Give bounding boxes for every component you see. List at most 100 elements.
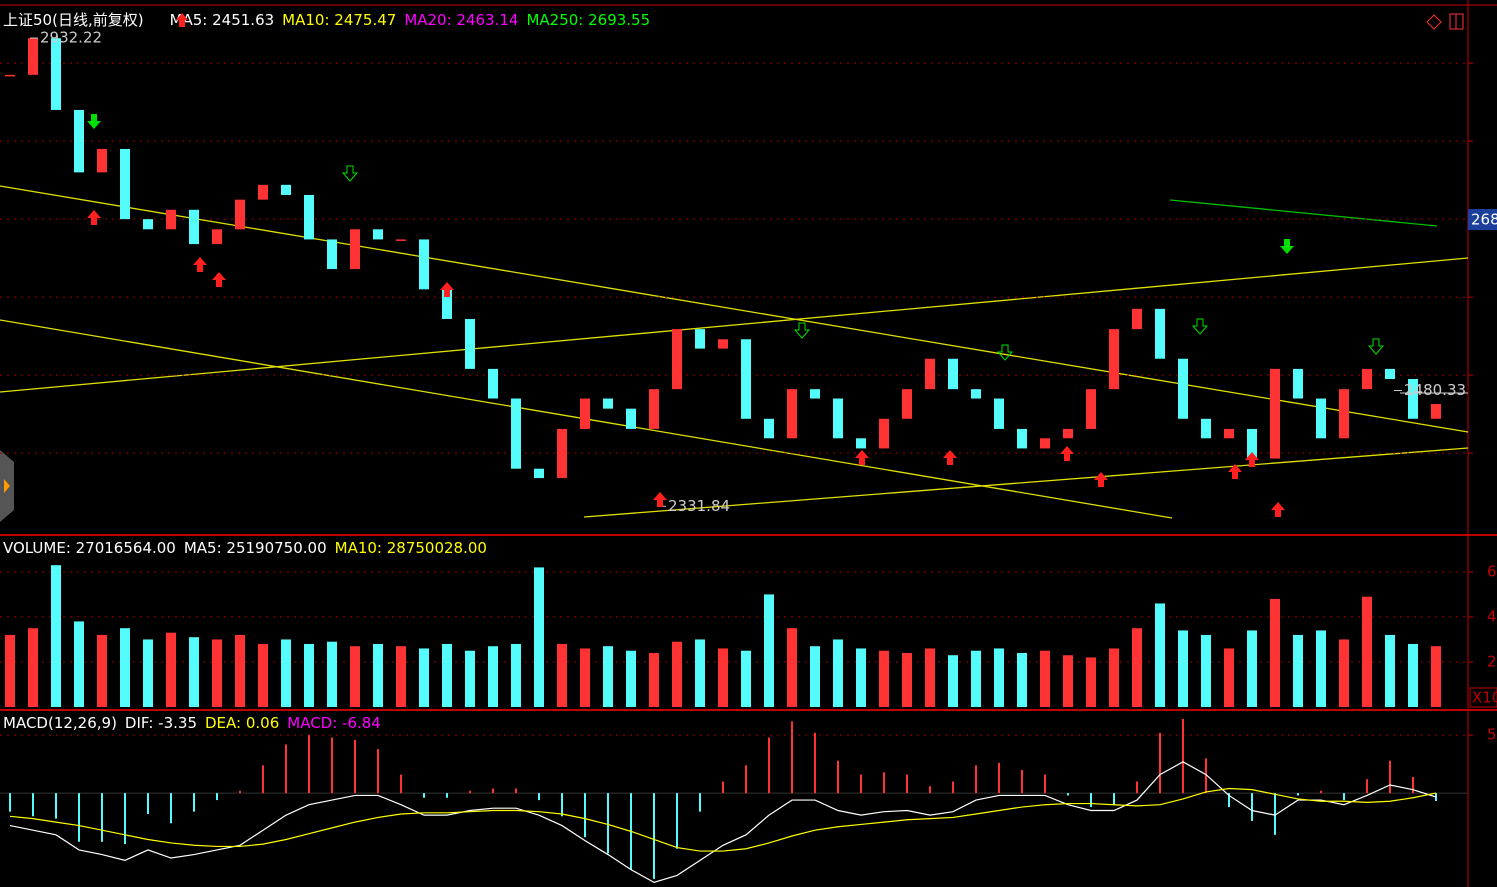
candle bbox=[350, 229, 360, 270]
sell-arrow-outline bbox=[996, 344, 1014, 361]
indicator-label: MA10: 28750028.00 bbox=[335, 539, 487, 557]
candle bbox=[534, 468, 544, 479]
candle bbox=[856, 438, 866, 449]
buy-arrow bbox=[1228, 464, 1242, 479]
candle bbox=[1178, 358, 1188, 419]
candle bbox=[235, 199, 245, 230]
candle bbox=[120, 148, 130, 220]
volume-bar bbox=[948, 655, 958, 707]
candle bbox=[97, 148, 107, 173]
buy-arrow bbox=[1271, 502, 1285, 517]
panel-header: 上证50(日线,前复权) MA5: 2451.63 MA10: 2475.47 MA2… bbox=[3, 11, 650, 29]
candle bbox=[488, 368, 498, 399]
candle bbox=[1063, 428, 1073, 439]
unit-box bbox=[1469, 687, 1497, 708]
volume-bar bbox=[787, 628, 797, 707]
volume-bar bbox=[281, 639, 291, 707]
axis-marker-box bbox=[1468, 209, 1497, 230]
volume-bar bbox=[534, 567, 544, 707]
candle bbox=[764, 418, 774, 439]
volume-bar bbox=[1178, 630, 1188, 707]
buy-arrow bbox=[212, 272, 226, 287]
volume-bar bbox=[1339, 639, 1349, 707]
unit-label: X10 bbox=[1472, 689, 1497, 707]
candle bbox=[189, 209, 199, 245]
volume-bar bbox=[465, 650, 475, 707]
candle bbox=[1201, 418, 1211, 439]
indicator-label: MA20: 2463.14 bbox=[404, 11, 518, 29]
candle bbox=[971, 389, 981, 399]
sell-arrow-outline bbox=[1367, 338, 1385, 355]
chart-title: 上证50(日线,前复权) bbox=[3, 11, 144, 29]
candle bbox=[1293, 368, 1303, 399]
volume-bar bbox=[1385, 634, 1395, 707]
indicator-label: MA10: 2475.47 bbox=[282, 11, 396, 29]
volume-bar bbox=[396, 646, 406, 707]
volume-bar bbox=[1316, 630, 1326, 707]
candle bbox=[879, 418, 889, 449]
volume-bar bbox=[1063, 655, 1073, 707]
buy-arrow bbox=[1094, 472, 1108, 487]
volume-bar bbox=[626, 650, 636, 707]
candle bbox=[1247, 428, 1257, 459]
volume-bar bbox=[1408, 643, 1418, 707]
volume-bar bbox=[994, 648, 1004, 707]
candle bbox=[5, 74, 15, 77]
volume-bar bbox=[189, 637, 199, 707]
indicator-label: MA250: 2693.55 bbox=[526, 11, 650, 29]
volume-bar bbox=[1017, 652, 1027, 707]
buy-arrow bbox=[943, 450, 957, 465]
candle bbox=[718, 339, 728, 349]
volume-bar bbox=[166, 632, 176, 707]
volume-bar bbox=[488, 646, 498, 707]
candle bbox=[281, 184, 291, 195]
candle bbox=[74, 109, 84, 173]
candle bbox=[902, 389, 912, 419]
candle bbox=[511, 398, 521, 469]
candle bbox=[1132, 308, 1142, 330]
buy-arrow bbox=[855, 450, 869, 465]
volume-bar bbox=[51, 565, 61, 707]
candle bbox=[373, 229, 383, 240]
candle bbox=[166, 209, 176, 230]
sell-arrow-outline bbox=[793, 322, 811, 339]
volume-bar bbox=[925, 648, 935, 707]
candle bbox=[212, 229, 222, 245]
candle bbox=[28, 38, 38, 75]
volume-bar bbox=[1086, 657, 1096, 707]
candle bbox=[1040, 438, 1050, 449]
indicator-label: MACD(12,26,9) bbox=[3, 714, 117, 732]
volume-bar bbox=[971, 650, 981, 707]
indicator-label: VOLUME: 27016564.00 bbox=[3, 539, 176, 557]
candle bbox=[994, 398, 1004, 429]
candle bbox=[1339, 389, 1349, 439]
candle bbox=[810, 389, 820, 399]
candle bbox=[304, 194, 314, 240]
volume-bar bbox=[856, 648, 866, 707]
candle bbox=[1109, 329, 1119, 390]
indicator-label: MACD: -6.84 bbox=[287, 714, 381, 732]
volume-bar bbox=[810, 646, 820, 707]
volume-bar bbox=[350, 646, 360, 707]
ma250-segment bbox=[1169, 199, 1438, 227]
volume-bar bbox=[304, 643, 314, 707]
indicator-label: DEA: 0.06 bbox=[205, 714, 279, 732]
sell-arrow bbox=[1280, 239, 1294, 254]
candle bbox=[1155, 308, 1165, 359]
volume-bar bbox=[258, 643, 268, 707]
buy-arrow bbox=[440, 282, 454, 297]
sell-arrow-outline bbox=[341, 165, 359, 182]
annotation-label: 2331.84 bbox=[668, 497, 730, 515]
header-arrow bbox=[176, 13, 188, 27]
volume-bar bbox=[1247, 630, 1257, 707]
candle bbox=[1017, 428, 1027, 449]
window-icon[interactable] bbox=[1426, 14, 1442, 30]
volume-bar bbox=[718, 648, 728, 707]
volume-bar bbox=[5, 634, 15, 707]
buy-arrow bbox=[1245, 452, 1259, 467]
indicator-label: DIF: -3.35 bbox=[125, 714, 197, 732]
candle bbox=[258, 184, 268, 200]
buy-arrow bbox=[193, 257, 207, 272]
